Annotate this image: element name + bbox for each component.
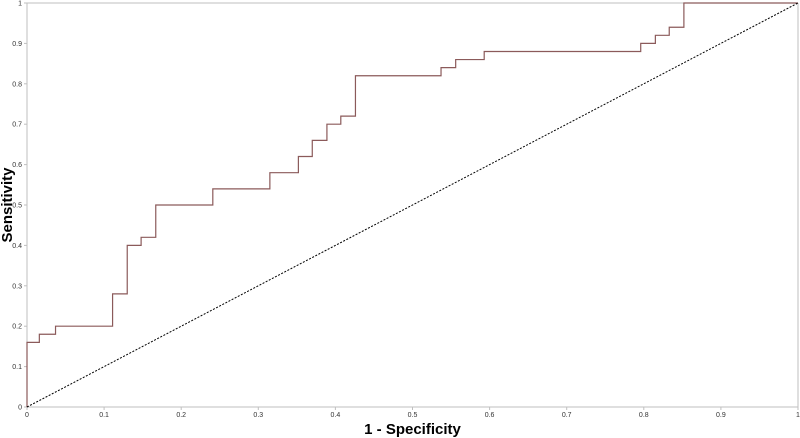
y-tick-label: 0.1: [12, 364, 22, 371]
y-tick-label: 0.3: [12, 283, 22, 290]
roc-curve-line: [26, 2, 798, 407]
y-axis-title: Sensitivity: [0, 167, 16, 243]
y-tick-label: 0: [18, 405, 22, 412]
reference-diagonal-line: [26, 2, 799, 408]
series-layer: [26, 2, 799, 408]
x-tick-label: 0.5: [408, 412, 418, 419]
x-axis-title: 1 - Specificity: [364, 421, 461, 438]
y-tick-label: 0.7: [12, 122, 22, 129]
x-axis-ticks: 0 0.1 0.2 0.3 0.4 0.5 0.6 0.7 0.8 0.9 1: [25, 407, 800, 419]
y-tick-label: 0.6: [12, 162, 22, 169]
y-tick-label: 0.4: [12, 243, 22, 250]
x-tick-label: 0.9: [716, 412, 726, 419]
x-tick-label: 0.3: [253, 412, 263, 419]
y-tick-label: 0.9: [12, 41, 22, 48]
y-tick-label: 1: [18, 1, 22, 8]
x-tick-label: 0.4: [331, 412, 341, 419]
x-tick-label: 0.1: [99, 412, 109, 419]
y-axis-ticks: 0 0.1 0.2 0.3 0.4 0.5 0.6 0.7 0.8 0.9 1: [12, 1, 27, 412]
y-tick-label: 0.2: [12, 324, 22, 331]
x-tick-label: 1: [796, 412, 800, 419]
y-tick-label: 0.5: [12, 203, 22, 210]
x-tick-label: 0.6: [485, 412, 495, 419]
x-tick-label: 0.8: [639, 412, 649, 419]
x-tick-label: 0.7: [562, 412, 572, 419]
x-tick-label: 0: [25, 412, 29, 419]
x-tick-label: 0.2: [176, 412, 186, 419]
y-tick-label: 0.8: [12, 81, 22, 88]
